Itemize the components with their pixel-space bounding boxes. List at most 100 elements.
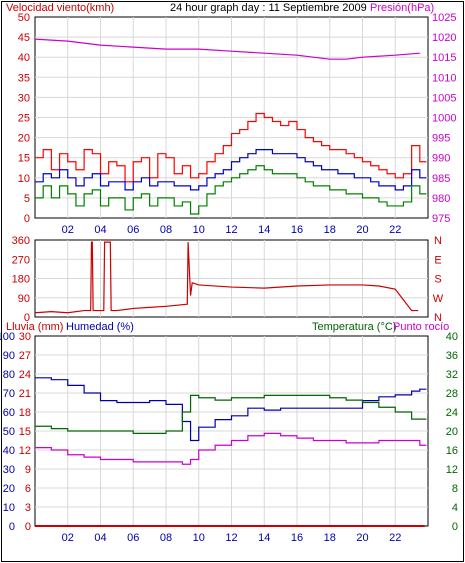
x-tick-label: 14: [258, 532, 270, 544]
humidity-axis-label: Humedad (%): [66, 321, 134, 333]
humidity-y-tick: 20: [3, 483, 15, 495]
wind-y-tick: 0: [24, 213, 30, 225]
direction-y-tick: 90: [18, 293, 30, 305]
temperature-y-tick: 32: [446, 369, 458, 381]
x-tick-label: 04: [94, 224, 106, 236]
rain-y-tick: 24: [19, 369, 31, 381]
pressure-y-tick: 1000: [432, 113, 456, 125]
x-tick-label: 14: [258, 224, 270, 236]
series-line-pressure: [34, 38, 420, 60]
pressure-y-tick: 1020: [432, 32, 456, 44]
wind-series: [34, 38, 427, 215]
pressure-y-tick: 985: [432, 173, 450, 185]
compass-y-tick: S: [434, 274, 441, 286]
pressure-y-ticks: 975 980 985 990 995 1000 1005 1010 1015 1020 1025: [432, 12, 456, 225]
pressure-y-tick: 1025: [432, 12, 456, 24]
compass-y-tick: E: [434, 254, 441, 266]
rain-y-tick: 27: [19, 350, 31, 362]
x-tick-label: 12: [225, 224, 237, 236]
x-tick-label: 10: [193, 532, 205, 544]
x-tick-label: 02: [62, 224, 74, 236]
rain-y-tick: 30: [19, 331, 31, 343]
humidity-y-tick: 10: [3, 502, 15, 514]
wind-y-tick: 25: [18, 113, 30, 125]
humidity-series: [35, 377, 427, 527]
x-tick-label: 04: [94, 532, 106, 544]
x-tick-label: 02: [62, 532, 74, 544]
rain-y-tick: 3: [25, 502, 31, 514]
temperature-y-tick: 40: [446, 331, 458, 343]
compass-y-tick: W: [433, 293, 444, 305]
x-tick-label: 06: [127, 224, 139, 236]
humidity-y-tick: 50: [3, 426, 15, 438]
x-tick-label: 08: [160, 532, 172, 544]
wind-y-tick: 15: [18, 153, 30, 165]
rain-y-ticks: 0 3 6 9 12 15 18 21 24 27 30: [19, 331, 31, 533]
wind-y-tick: 20: [18, 133, 30, 145]
humidity-y-tick: 80: [3, 369, 15, 381]
rain-axis-label: Lluvia (mm): [6, 321, 63, 333]
humidity-y-tick: 30: [3, 464, 15, 476]
wind-y-tick: 10: [18, 173, 30, 185]
rain-y-tick: 12: [19, 445, 31, 457]
temperature-y-tick: 24: [446, 407, 458, 419]
humidity-y-tick: 90: [3, 350, 15, 362]
direction-y-tick: 360: [12, 235, 30, 247]
chart-title: 24 hour graph day : 11 Septiembre 2009: [170, 2, 367, 14]
direction-y-ticks: 0 90 180 270 360: [12, 235, 30, 324]
series-line-humidity: [35, 377, 427, 442]
rain-y-tick: 21: [19, 388, 31, 400]
series-line-gust: [35, 112, 427, 183]
temperature-y-tick: 20: [446, 426, 458, 438]
dewpoint-axis-label: Punto rocío: [393, 321, 449, 333]
wind-y-tick: 50: [18, 12, 30, 24]
series-line-avg: [35, 149, 427, 191]
humidity-y-ticks: 0 10 20 30 40 50 60 70 80 90 100: [0, 331, 15, 533]
temperature-y-tick: 36: [446, 350, 458, 362]
humidity-y-tick: 100: [0, 331, 15, 343]
pressure-y-tick: 995: [432, 133, 450, 145]
temperature-y-tick: 16: [446, 445, 458, 457]
rain-y-tick: 0: [25, 521, 31, 533]
wind-y-tick: 5: [24, 193, 30, 205]
pressure-y-tick: 1005: [432, 92, 456, 104]
humidity-y-tick: 0: [9, 521, 15, 533]
wind-axis-label: Velocidad viento(kmh): [6, 2, 114, 14]
humidity-y-tick: 70: [3, 388, 15, 400]
humidity-y-tick: 60: [3, 407, 15, 419]
compass-y-tick: N: [434, 235, 442, 247]
temperature-y-ticks: 0 4 8 12 16 20 24 28 32 36 40: [446, 331, 458, 533]
pressure-y-tick: 1015: [432, 52, 456, 64]
wind-y-tick: 40: [18, 52, 30, 64]
pressure-axis-label: Presión(hPa): [370, 2, 434, 14]
humidity-x-ticks: 02 04 06 08 10 12 14 16 18 20 22: [62, 532, 402, 544]
temperature-axis-label: Temperatura (°C): [312, 321, 396, 333]
wind-y-tick: 45: [18, 32, 30, 44]
x-tick-label: 16: [291, 224, 303, 236]
x-tick-label: 20: [356, 532, 368, 544]
rain-y-tick: 15: [19, 426, 31, 438]
series-line-direction: [34, 241, 419, 314]
direction-y-tick: 0: [24, 312, 30, 324]
direction-y-tick: 180: [12, 274, 30, 286]
x-tick-label: 22: [389, 224, 401, 236]
rain-y-tick: 9: [25, 464, 31, 476]
temperature-y-tick: 4: [452, 502, 458, 514]
temperature-y-tick: 0: [452, 521, 458, 533]
x-tick-label: 22: [389, 532, 401, 544]
wind-x-ticks: 02 04 06 08 10 12 14 16 18 20 22: [62, 224, 402, 236]
direction-y-tick: 270: [12, 254, 30, 266]
pressure-y-tick: 980: [432, 193, 450, 205]
x-tick-label: 18: [324, 224, 336, 236]
x-tick-label: 16: [291, 532, 303, 544]
compass-y-tick: N: [434, 312, 442, 324]
direction-grid: [35, 240, 428, 317]
x-tick-label: 06: [127, 532, 139, 544]
direction-series: [34, 241, 419, 314]
rain-y-tick: 6: [25, 483, 31, 495]
